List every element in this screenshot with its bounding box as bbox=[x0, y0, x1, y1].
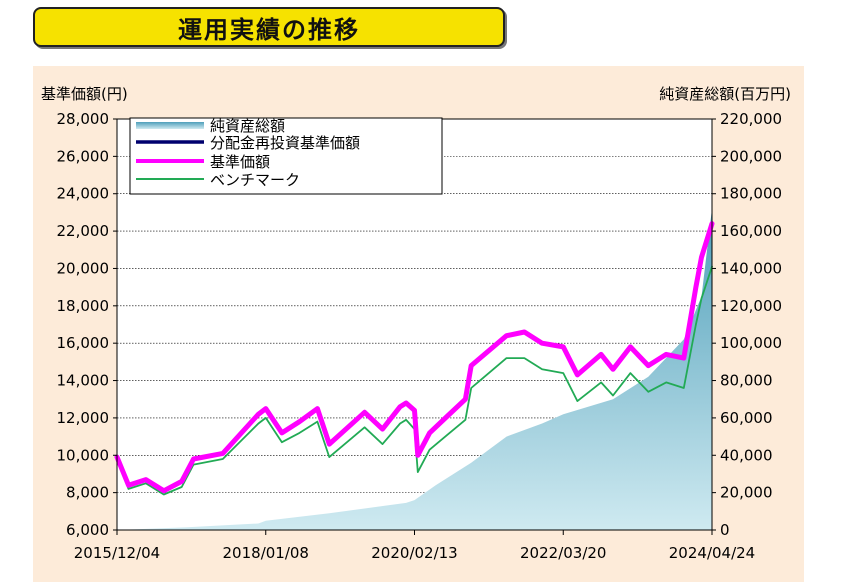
xtick-label: 2024/04/24 bbox=[669, 544, 755, 562]
ytick-left-label: 28,000 bbox=[57, 110, 110, 128]
xtick-label: 2015/12/04 bbox=[74, 544, 160, 562]
series-net-assets-area bbox=[117, 208, 712, 530]
ytick-right-label: 140,000 bbox=[720, 259, 782, 277]
ytick-left-label: 22,000 bbox=[57, 222, 110, 240]
ytick-left-label: 10,000 bbox=[57, 446, 110, 464]
ytick-right-label: 40,000 bbox=[720, 446, 773, 464]
xtick-label: 2020/02/13 bbox=[371, 544, 457, 562]
ytick-left-label: 8,000 bbox=[66, 484, 109, 502]
legend-swatch-nav bbox=[136, 122, 204, 129]
legend-box bbox=[129, 117, 443, 195]
title-banner: 運用実績の推移 bbox=[33, 7, 505, 47]
ytick-left-label: 26,000 bbox=[57, 147, 110, 165]
ytick-right-label: 0 bbox=[720, 521, 730, 539]
chart-panel: 6,000 8,000 10,000 12,000 14,000 16,000 18,000… bbox=[33, 66, 804, 582]
ylabel-right: 純資産総額(百万円) bbox=[659, 85, 791, 103]
series-benchmark-line bbox=[116, 265, 713, 496]
chart-svg: 6,000 8,000 10,000 12,000 14,000 16,000 18,000… bbox=[41, 85, 791, 562]
ytick-right-label: 180,000 bbox=[720, 185, 782, 203]
legend-label-benchmark: ベンチマーク bbox=[210, 171, 300, 189]
ytick-right-label: 100,000 bbox=[720, 334, 782, 352]
ytick-left-label: 16,000 bbox=[57, 334, 110, 352]
xtick-label: 2018/01/08 bbox=[223, 544, 309, 562]
ytick-right-label: 160,000 bbox=[720, 222, 782, 240]
ytick-left-label: 24,000 bbox=[57, 185, 110, 203]
ytick-left-label: 20,000 bbox=[57, 259, 110, 277]
page-title: 運用実績の推移 bbox=[178, 15, 360, 44]
ytick-right-label: 200,000 bbox=[720, 147, 782, 165]
xtick-label: 2022/03/20 bbox=[520, 544, 606, 562]
ytick-right-label: 220,000 bbox=[720, 110, 782, 128]
ytick-left-label: 6,000 bbox=[66, 521, 109, 539]
legend-label-nav: 純資産総額 bbox=[210, 117, 285, 135]
ytick-right-label: 60,000 bbox=[720, 409, 773, 427]
legend-label-reinvest: 分配金再投資基準価額 bbox=[210, 134, 360, 152]
ytick-left-label: 18,000 bbox=[57, 297, 110, 315]
legend-label-nav-price: 基準価額 bbox=[210, 153, 270, 171]
ytick-left-label: 14,000 bbox=[57, 372, 110, 390]
series-nav-line bbox=[114, 221, 715, 494]
ytick-right-label: 80,000 bbox=[720, 372, 773, 390]
ytick-left-label: 12,000 bbox=[57, 409, 110, 427]
ytick-right-label: 120,000 bbox=[720, 297, 782, 315]
ytick-right-label: 20,000 bbox=[720, 484, 773, 502]
ylabel-left: 基準価額(円) bbox=[41, 85, 128, 103]
legend: 純資産総額 分配金再投資基準価額 基準価額 ベンチマーク bbox=[129, 117, 443, 195]
